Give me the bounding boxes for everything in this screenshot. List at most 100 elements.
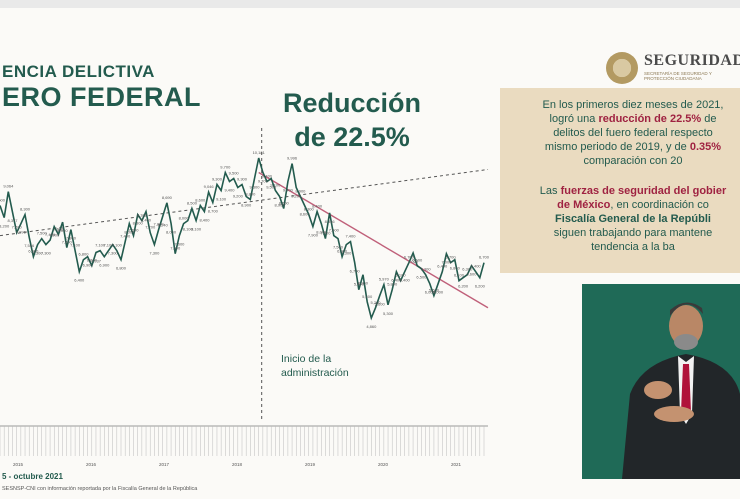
data-label: 8,000 bbox=[316, 230, 327, 235]
year-label: 2018 bbox=[232, 462, 243, 467]
data-label: 6,400 bbox=[471, 264, 482, 269]
data-label: 8,050 bbox=[58, 228, 69, 233]
data-label: 8,300 bbox=[20, 207, 31, 212]
data-label: 6,900 bbox=[337, 249, 348, 254]
post-administration-trend-line bbox=[258, 171, 489, 309]
data-label: 6,200 bbox=[458, 284, 469, 289]
ministry-logo: SEGURIDAD SECRETARÍA DE SEGURIDAD Y PROT… bbox=[606, 52, 740, 84]
data-label: 6,800 bbox=[78, 252, 89, 257]
info-highlight: Fiscalía General de la Repúbli bbox=[555, 213, 711, 225]
data-label: 9,200 bbox=[233, 193, 244, 198]
data-label: 5,600 bbox=[429, 288, 440, 293]
crime-incidence-chart: 8,6008,2009,0648,3777,7007,9968,3007,546… bbox=[0, 128, 490, 467]
info-text: tendencia a la ba bbox=[591, 241, 675, 253]
info-paragraph-1: En los primeros diez meses de 2021, logr… bbox=[508, 98, 740, 168]
data-label: 7,546 bbox=[24, 243, 35, 248]
data-label: 7,000 bbox=[441, 260, 452, 265]
data-label: 8,900 bbox=[295, 189, 306, 194]
data-label: 7,500 bbox=[320, 231, 331, 236]
data-label: 7,996 bbox=[16, 230, 27, 235]
data-label: 8,356 bbox=[325, 219, 336, 224]
year-label: 2015 bbox=[13, 462, 24, 467]
data-label: 8,300 bbox=[133, 221, 144, 226]
info-text: , en coordinación co bbox=[610, 199, 709, 211]
data-label: 9,200 bbox=[291, 193, 302, 198]
data-label: 8,200 bbox=[0, 224, 10, 229]
data-label: 8,400 bbox=[312, 204, 323, 209]
data-label: 7,636 bbox=[53, 227, 64, 232]
info-text: comparación con 20 bbox=[583, 155, 683, 167]
data-label: 7,600 bbox=[129, 228, 140, 233]
data-label: 7,450 bbox=[45, 232, 56, 237]
data-label: 7,300 bbox=[33, 251, 44, 256]
data-label: 9,400 bbox=[224, 187, 235, 192]
data-label: 8,400 bbox=[199, 218, 210, 223]
reduction-line2: de 22.5% bbox=[294, 122, 410, 152]
data-label: 8,500 bbox=[279, 201, 290, 206]
data-label: 9,700 bbox=[258, 178, 269, 183]
data-label: 9,400 bbox=[262, 173, 273, 178]
data-label: 7,000 bbox=[170, 246, 181, 251]
sign-language-interpreter-video bbox=[582, 284, 740, 479]
data-label: 8,000 bbox=[166, 230, 177, 235]
data-label: 8,400 bbox=[141, 218, 152, 223]
annotation-line: Inicio de la bbox=[281, 353, 332, 365]
data-label: 6,400 bbox=[400, 278, 411, 283]
info-text: delitos del fuero federal respecto bbox=[553, 127, 713, 139]
info-text: logró una bbox=[549, 113, 596, 125]
data-label: 9,300 bbox=[237, 176, 248, 181]
data-label: 6,400 bbox=[391, 278, 402, 283]
data-label: 7,700 bbox=[12, 225, 23, 230]
interpreter-figure bbox=[622, 302, 740, 479]
info-highlight: 0.35% bbox=[689, 141, 722, 153]
data-label: 6,900 bbox=[28, 249, 39, 254]
data-label: 6,600 bbox=[87, 258, 98, 263]
data-label: 6,300 bbox=[358, 281, 369, 286]
data-label: 7,800 bbox=[154, 222, 165, 227]
data-label: 8,300 bbox=[304, 207, 315, 212]
data-label: 8,900 bbox=[275, 203, 286, 208]
data-label: 5,400 bbox=[362, 294, 373, 299]
data-label: 8,690 bbox=[162, 195, 173, 200]
data-label: 7,400 bbox=[120, 234, 131, 239]
data-label: 6,700 bbox=[446, 255, 457, 260]
data-label: 6,100 bbox=[454, 273, 465, 278]
data-label: 7,700 bbox=[145, 225, 156, 230]
data-label: 5,300 bbox=[383, 311, 394, 316]
data-label: 6,600 bbox=[412, 258, 423, 263]
data-label: 7,900 bbox=[49, 233, 60, 238]
year-label: 2019 bbox=[305, 462, 316, 467]
logo-subtitle: SECRETARÍA DE SEGURIDAD Y PROTECCIÓN CIU… bbox=[644, 71, 712, 81]
data-label: 8,000 bbox=[179, 216, 190, 221]
annotation-line: administración bbox=[281, 367, 349, 379]
administration-start-label: Inicio de la administración bbox=[281, 352, 349, 380]
data-label: 6,900 bbox=[83, 263, 94, 268]
data-label: 7,300 bbox=[341, 251, 352, 256]
data-label: 9,400 bbox=[283, 187, 294, 192]
source-note: SESNSP-CNI con información reportada por… bbox=[2, 486, 198, 492]
reduction-line1: Reducción bbox=[282, 88, 422, 118]
data-label: 5,600 bbox=[375, 302, 386, 307]
data-label: 6,700 bbox=[350, 269, 361, 274]
data-label: 6,600 bbox=[466, 272, 477, 277]
info-text: siguen trabajando para mantene bbox=[553, 227, 713, 239]
data-label: 7,600 bbox=[174, 242, 185, 247]
data-label: 9,064 bbox=[3, 184, 14, 189]
reduction-headline: Reducción de 22.5% bbox=[262, 86, 442, 154]
data-label: 8,000 bbox=[124, 230, 135, 235]
data-label: 7,400 bbox=[345, 234, 356, 239]
data-label: 7,100 bbox=[95, 243, 106, 248]
data-label: 5,970 bbox=[379, 277, 390, 282]
year-label: 2021 bbox=[451, 462, 462, 467]
data-label: 10,181 bbox=[253, 150, 266, 155]
data-label: 8,600 bbox=[0, 198, 6, 203]
data-label: 8,700 bbox=[208, 209, 219, 214]
period-label: 5 - octubre 2021 bbox=[2, 472, 63, 481]
data-label: 9,100 bbox=[216, 197, 227, 202]
data-label: 8,600 bbox=[195, 198, 206, 203]
data-label: 7,100 bbox=[70, 243, 81, 248]
section-subtitle: ERO FEDERAL bbox=[2, 82, 202, 112]
data-label: 7,900 bbox=[308, 233, 319, 238]
year-label: 2017 bbox=[159, 462, 170, 467]
data-label: 8,100 bbox=[137, 213, 148, 218]
